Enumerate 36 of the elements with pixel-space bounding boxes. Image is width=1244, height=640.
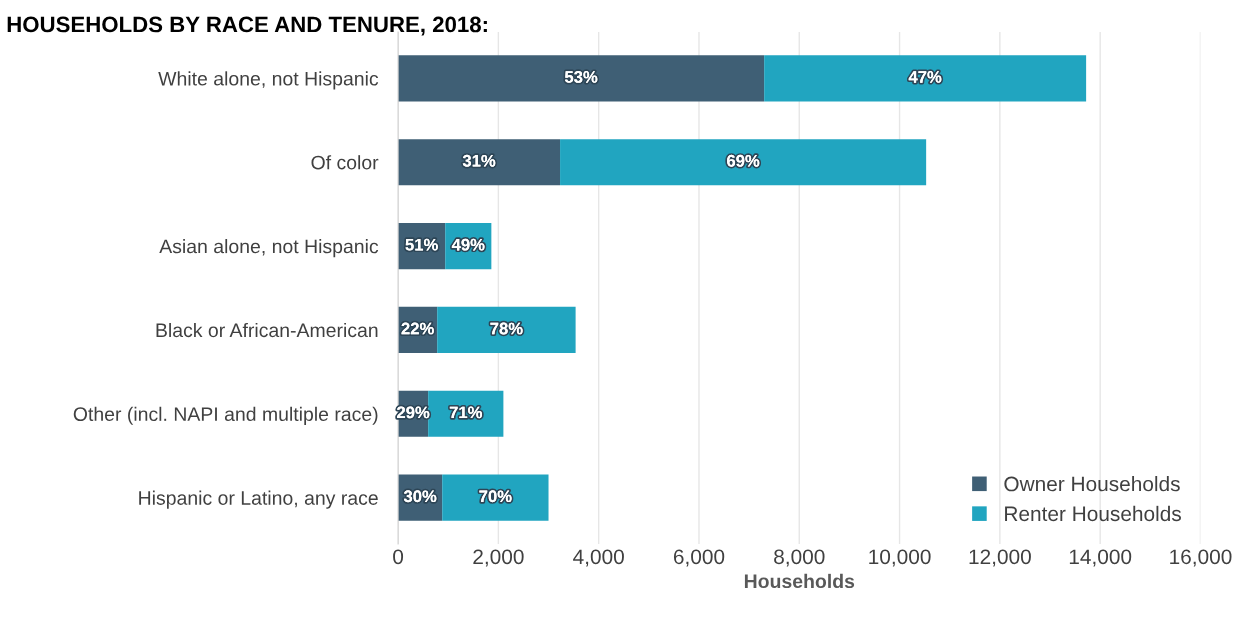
bar xyxy=(398,55,765,102)
x-tick-label: 12,000 xyxy=(969,549,1031,567)
x-tick-label: 8,000 xyxy=(774,549,825,567)
annotation: 49% xyxy=(451,238,485,251)
bar xyxy=(764,55,1087,102)
x-tick-label: 4,000 xyxy=(573,549,624,567)
x-tick-label: 16,000 xyxy=(1170,549,1232,567)
annotation: 53% xyxy=(564,71,598,83)
annotation: 31% xyxy=(462,154,496,167)
bar xyxy=(398,139,561,186)
y-tick-label: Other (incl. NAPI and multiple race) xyxy=(73,406,378,425)
annotation: 30% xyxy=(403,490,437,503)
annotation: 51% xyxy=(405,238,438,251)
bar xyxy=(442,474,549,521)
x-tick-label: 0 xyxy=(393,549,404,565)
bar xyxy=(437,306,576,353)
annotation: 69% xyxy=(727,154,760,167)
annotation: 47% xyxy=(908,71,942,83)
y-tick-label: Asian alone, not Hispanic xyxy=(159,239,379,258)
x-tick-label: 14,000 xyxy=(1069,549,1132,567)
chart-title: HOUSEHOLDS BY RACE AND TENURE, 2018: xyxy=(7,16,487,36)
x-tick-label: 2,000 xyxy=(473,549,524,567)
annotation: 70% xyxy=(479,490,512,503)
y-tick-label: Of color xyxy=(311,155,379,170)
bar xyxy=(560,139,927,186)
legend-label: Renter Households xyxy=(1005,505,1181,522)
annotation: 71% xyxy=(449,406,483,419)
y-tick-label: White alone, not Hispanic xyxy=(158,71,379,90)
annotation: 78% xyxy=(490,322,523,335)
annotation: 22% xyxy=(401,322,434,335)
x-tick-label: 6,000 xyxy=(673,549,725,567)
x-tick-label: 10,000 xyxy=(869,549,931,567)
legend-label: Owner Households xyxy=(1004,475,1180,492)
y-tick-label: Hispanic or Latino, any race xyxy=(139,490,378,509)
x-axis-title: Households xyxy=(744,573,855,589)
y-tick-label: Black or African-American xyxy=(156,322,378,338)
